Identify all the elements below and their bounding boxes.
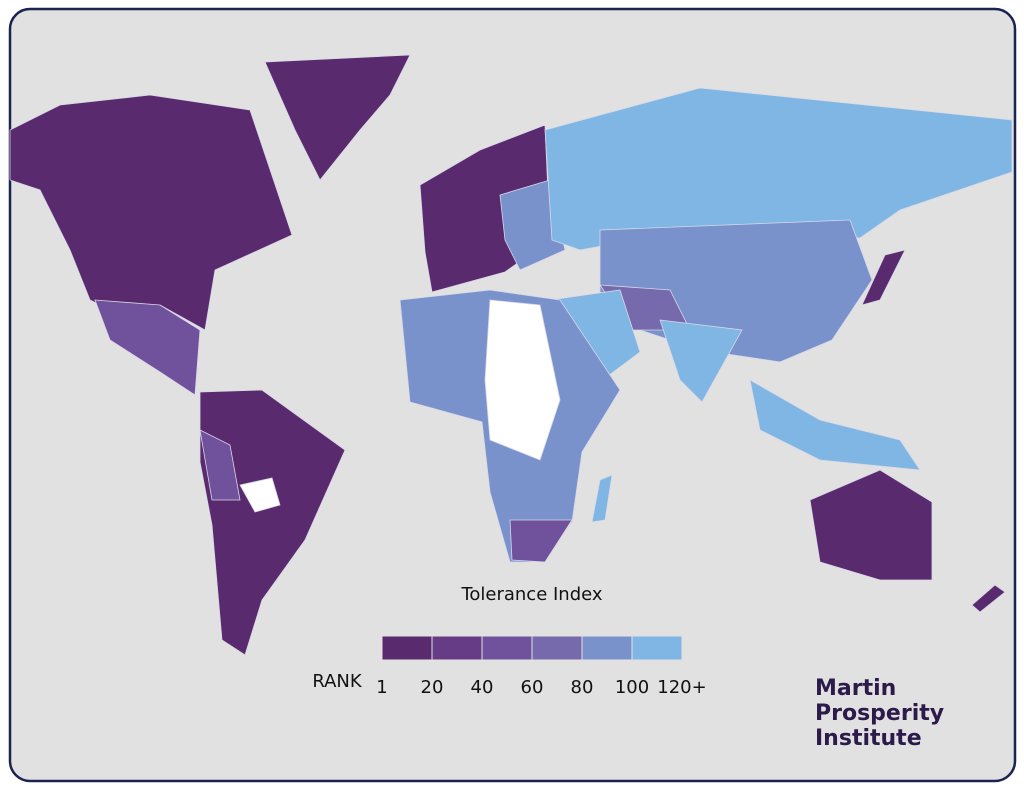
legend-tick-label: 40 xyxy=(471,677,494,698)
legend-swatch xyxy=(431,635,483,661)
north-america xyxy=(9,94,293,331)
new-zealand xyxy=(971,584,1006,613)
russia xyxy=(544,87,1013,251)
legend-tick-label: 120+ xyxy=(657,677,706,698)
japan xyxy=(861,249,906,306)
legend-swatch xyxy=(381,635,433,661)
legend-tick-label: 60 xyxy=(521,677,544,698)
andes xyxy=(199,429,241,501)
legend: 1 20 40 60 80 100 120+ xyxy=(376,635,707,698)
legend-tick-label: 20 xyxy=(421,677,444,698)
logo-line: Prosperity xyxy=(815,701,944,726)
australia xyxy=(809,469,933,581)
legend-tick-label: 80 xyxy=(571,677,594,698)
greenland xyxy=(264,54,411,181)
madagascar xyxy=(591,474,613,523)
southeast-asia xyxy=(749,379,921,471)
india xyxy=(659,319,743,403)
eastern-europe xyxy=(499,179,566,271)
legend-tick-label: 100 xyxy=(615,677,649,698)
south-america xyxy=(199,389,346,656)
southern-africa xyxy=(509,519,573,563)
logo-line: Martin xyxy=(815,676,896,701)
logo-line: Institute xyxy=(815,726,922,751)
africa-gaps xyxy=(484,299,561,461)
bolivia xyxy=(239,477,281,513)
legend-swatch xyxy=(531,635,583,661)
central-america xyxy=(94,299,201,396)
legend-tick-label: 1 xyxy=(376,677,387,698)
legend-swatch xyxy=(481,635,533,661)
world-map xyxy=(9,54,1013,656)
legend-swatch xyxy=(631,635,683,661)
legend-title: Tolerance Index xyxy=(460,584,602,605)
legend-axis-label: RANK xyxy=(312,671,363,692)
legend-swatch xyxy=(581,635,633,661)
